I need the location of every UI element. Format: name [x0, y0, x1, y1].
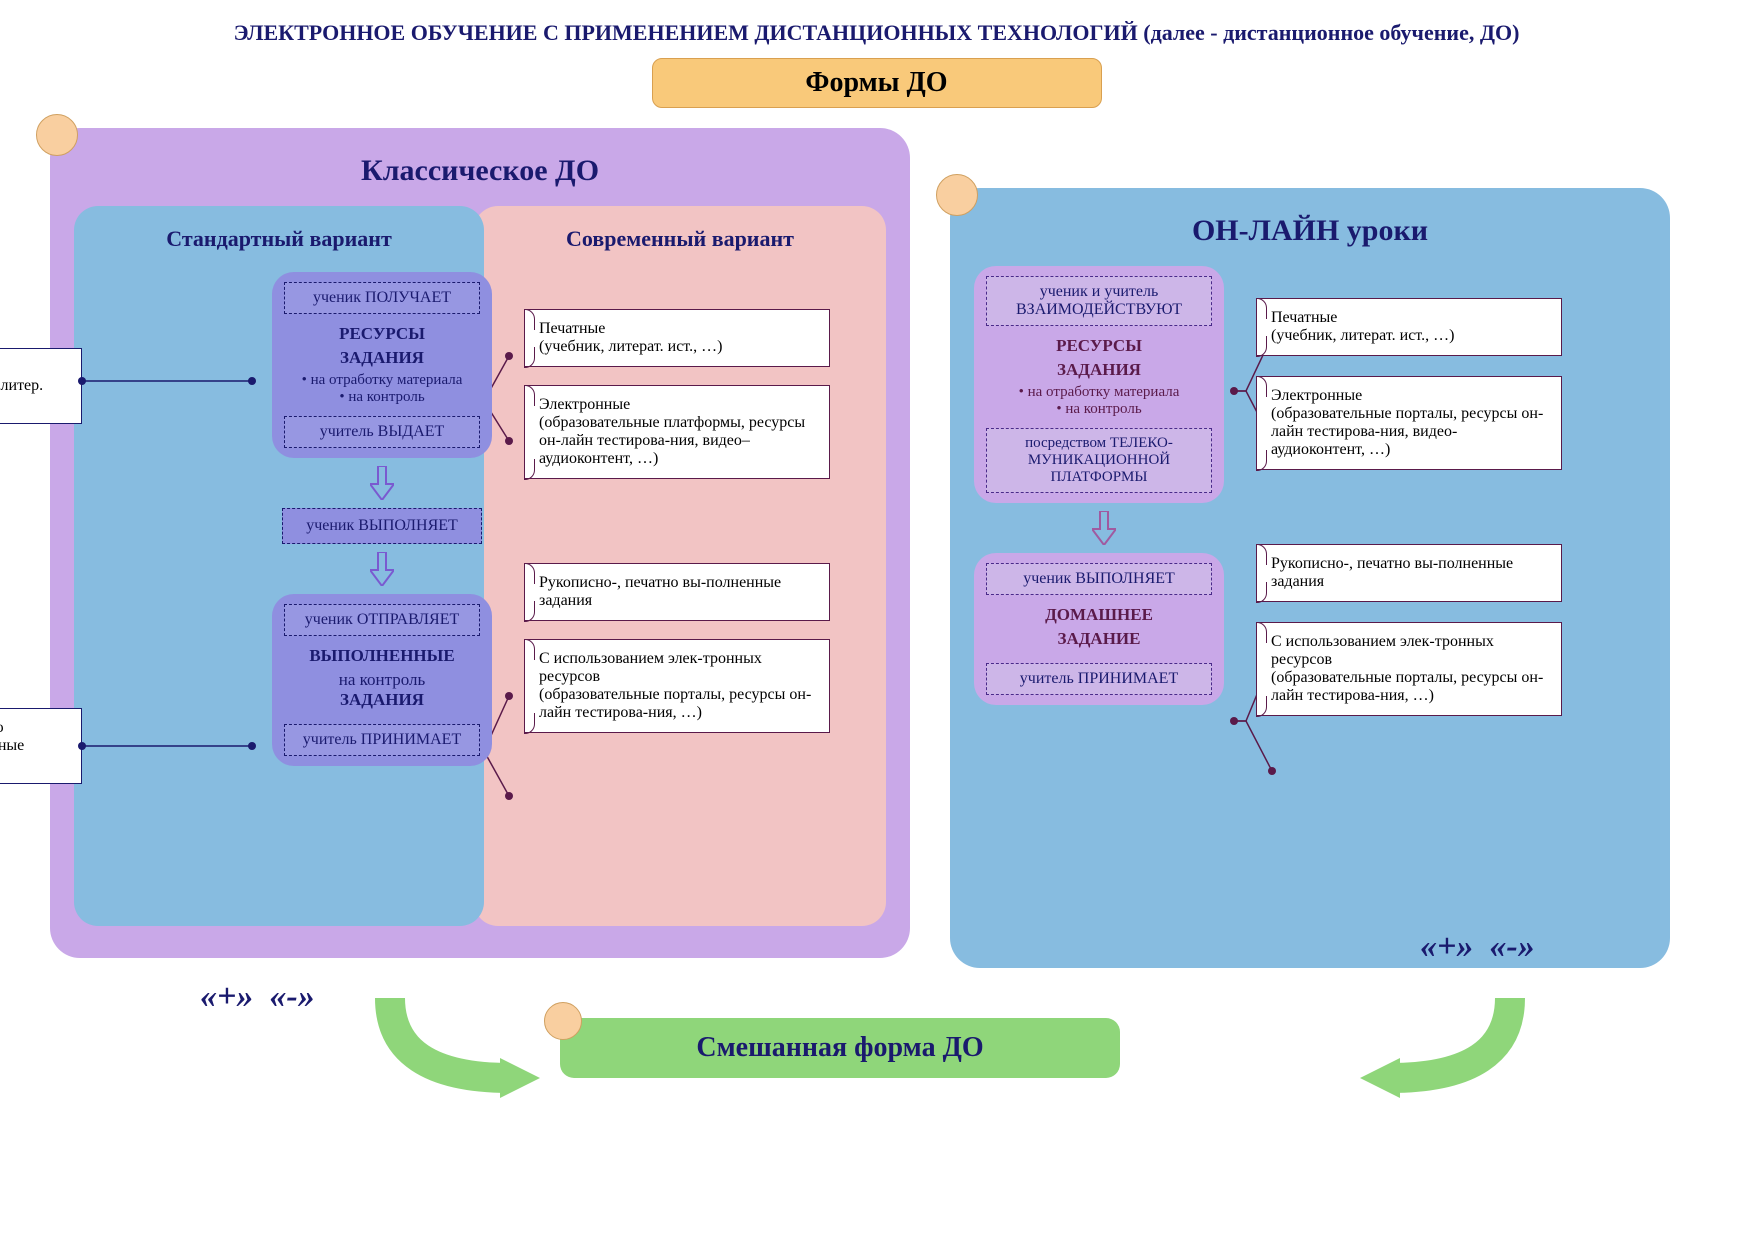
node-line: ДОМАШНЕЕ — [990, 605, 1208, 625]
note-rest: (учебник, литерат. ист., …) — [539, 338, 722, 355]
dot-icon — [936, 174, 978, 216]
classic-title: Классическое ДО — [74, 154, 886, 188]
side-box-rest: (учебник, литер. ист., …) — [0, 377, 43, 412]
node-homework: ученик ВЫПОЛНЯЕТ ДОМАШНЕЕ ЗАДАНИЕ учител… — [974, 553, 1224, 705]
node-line: ВЫПОЛНЕННЫЕ — [288, 646, 476, 666]
tag-bottom: учитель ВЫДАЕТ — [284, 416, 480, 448]
modern-title: Современный вариант — [492, 226, 868, 252]
modern-notes-2: Рукописно-, печатно вы-полненные задания… — [522, 561, 868, 735]
dot-icon — [544, 1002, 582, 1040]
node-line: ЗАДАНИЯ — [288, 690, 476, 710]
note-bold: С использованием элек-тронных ресурсов — [539, 650, 762, 685]
arrow-down-icon — [370, 552, 394, 586]
bullet: на отработку материала — [288, 372, 476, 389]
tag-bottom: учитель ПРИНИМАЕТ — [986, 663, 1212, 695]
arrow-down-icon — [370, 466, 394, 500]
panel-standard: Стандартный вариант Печатные (учебник, л… — [74, 206, 484, 926]
curve-arrow-left-icon — [370, 988, 540, 1108]
side-box-handwritten: Рукописно выполненные задания — [0, 706, 84, 786]
note-eresources: С использованием элек-тронных ресурсов (… — [522, 637, 832, 735]
mixed-label: Смешанная форма ДО — [696, 1032, 983, 1063]
node-line: ЗАДАНИЯ — [990, 360, 1208, 380]
tag-executes: ученик ВЫПОЛНЯЕТ — [282, 508, 482, 544]
online-title: ОН-ЛАЙН уроки — [974, 214, 1646, 248]
note-rest: (образовательные платформы, ресурсы он-л… — [539, 414, 805, 467]
tag-top: ученик ОТПРАВЛЯЕТ — [284, 604, 480, 636]
curve-arrow-right-icon — [1360, 988, 1530, 1108]
online-right: Печатные (учебник, литерат. ист., …) Эле… — [1254, 296, 1584, 718]
note-eresources: С использованием элек-тронных ресурсов (… — [1254, 620, 1564, 718]
note-handwritten: Рукописно-, печатно вы-полненные задания — [522, 561, 832, 623]
note-bold: Печатные — [539, 320, 605, 337]
tag-bottom: посредством ТЕЛЕКО-МУНИКАЦИОННОЙ ПЛАТФОР… — [986, 428, 1212, 493]
panel-online: ОН-ЛАЙН уроки ученик и учитель ВЗАИМОДЕЙ… — [950, 188, 1670, 968]
note-handwritten: Рукописно-, печатно вы-полненные задания — [1254, 542, 1564, 604]
node-interact: ученик и учитель ВЗАИМОДЕЙСТВУЮТ РЕСУРСЫ… — [974, 266, 1224, 503]
side-box-printed: Печатные (учебник, литер. ист., …) — [0, 346, 84, 426]
node-line: ЗАДАНИЯ — [288, 348, 476, 368]
note-rest: (учебник, литерат. ист., …) — [1271, 327, 1454, 344]
node-stack-1: ученик ПОЛУЧАЕТ РЕСУРСЫ ЗАДАНИЯ на отраб… — [272, 272, 492, 766]
side-box-bold-2: Рукописно — [0, 719, 4, 736]
mixed-banner: Смешанная форма ДО — [560, 1018, 1120, 1078]
panel-modern: Современный вариант Печатные (учебник, л… — [474, 206, 886, 926]
main-row: Классическое ДО Стандартный вариант Печа… — [50, 128, 1733, 968]
plusminus-right: «+» «-» — [1420, 928, 1535, 966]
note-bold: Электронные — [1271, 387, 1362, 404]
connector-line-2 — [82, 736, 257, 766]
side-box-rest-2: выполненные задания — [0, 737, 24, 772]
plus-label: «+» — [1420, 928, 1473, 965]
node-line: РЕСУРСЫ — [288, 324, 476, 344]
node-completed: ученик ОТПРАВЛЯЕТ ВЫПОЛНЕННЫЕ на контрол… — [272, 594, 492, 766]
note-bold: Рукописно-, печатно вы-полненные задания — [1271, 555, 1513, 590]
node-line: на контроль — [288, 670, 476, 690]
standard-title: Стандартный вариант — [92, 226, 466, 252]
note-bold: С использованием элек-тронных ресурсов — [1271, 633, 1494, 668]
minus-label: «-» — [1489, 928, 1534, 965]
tag-top: ученик и учитель ВЗАИМОДЕЙСТВУЮТ — [986, 276, 1212, 326]
note-rest: (образовательные порталы, ресурсы он-лай… — [1271, 405, 1543, 458]
node-resources: ученик ПОЛУЧАЕТ РЕСУРСЫ ЗАДАНИЯ на отраб… — [272, 272, 492, 458]
note-electronic: Электронные (образовательные платформы, … — [522, 383, 832, 481]
bullet: на контроль — [990, 401, 1208, 418]
bullet: на отработку материала — [990, 384, 1208, 401]
dot-icon — [36, 114, 78, 156]
note-bold: Рукописно-, печатно вы-полненные задания — [539, 574, 781, 609]
tag-bottom: учитель ПРИНИМАЕТ — [284, 724, 480, 756]
panel-classic: Классическое ДО Стандартный вариант Печа… — [50, 128, 910, 958]
note-rest: (образовательные порталы, ресурсы он-лай… — [539, 686, 811, 721]
tag-top: ученик ВЫПОЛНЯЕТ — [986, 563, 1212, 595]
node-line: РЕСУРСЫ — [990, 336, 1208, 356]
tag-top: ученик ПОЛУЧАЕТ — [284, 282, 480, 314]
note-electronic: Электронные (образовательные порталы, ре… — [1254, 374, 1564, 472]
page-title: ЭЛЕКТРОННОЕ ОБУЧЕНИЕ С ПРИМЕНЕНИЕМ ДИСТА… — [20, 20, 1733, 46]
note-rest: (образовательные порталы, ресурсы он-лай… — [1271, 669, 1543, 704]
note-printed: Печатные (учебник, литерат. ист., …) — [522, 307, 832, 369]
connector-line — [82, 371, 257, 401]
arrow-down-icon — [1092, 511, 1116, 545]
bottom-row: Смешанная форма ДО — [20, 978, 1733, 1118]
note-bold: Печатные — [1271, 309, 1337, 326]
note-printed: Печатные (учебник, литерат. ист., …) — [1254, 296, 1564, 358]
modern-notes-1: Печатные (учебник, литерат. ист., …) Эле… — [522, 307, 868, 481]
bullet: на контроль — [288, 389, 476, 406]
node-line: ЗАДАНИЕ — [990, 629, 1208, 649]
online-left: ученик и учитель ВЗАИМОДЕЙСТВУЮТ РЕСУРСЫ… — [974, 266, 1234, 718]
forms-banner: Формы ДО — [652, 58, 1102, 108]
note-bold: Электронные — [539, 396, 630, 413]
